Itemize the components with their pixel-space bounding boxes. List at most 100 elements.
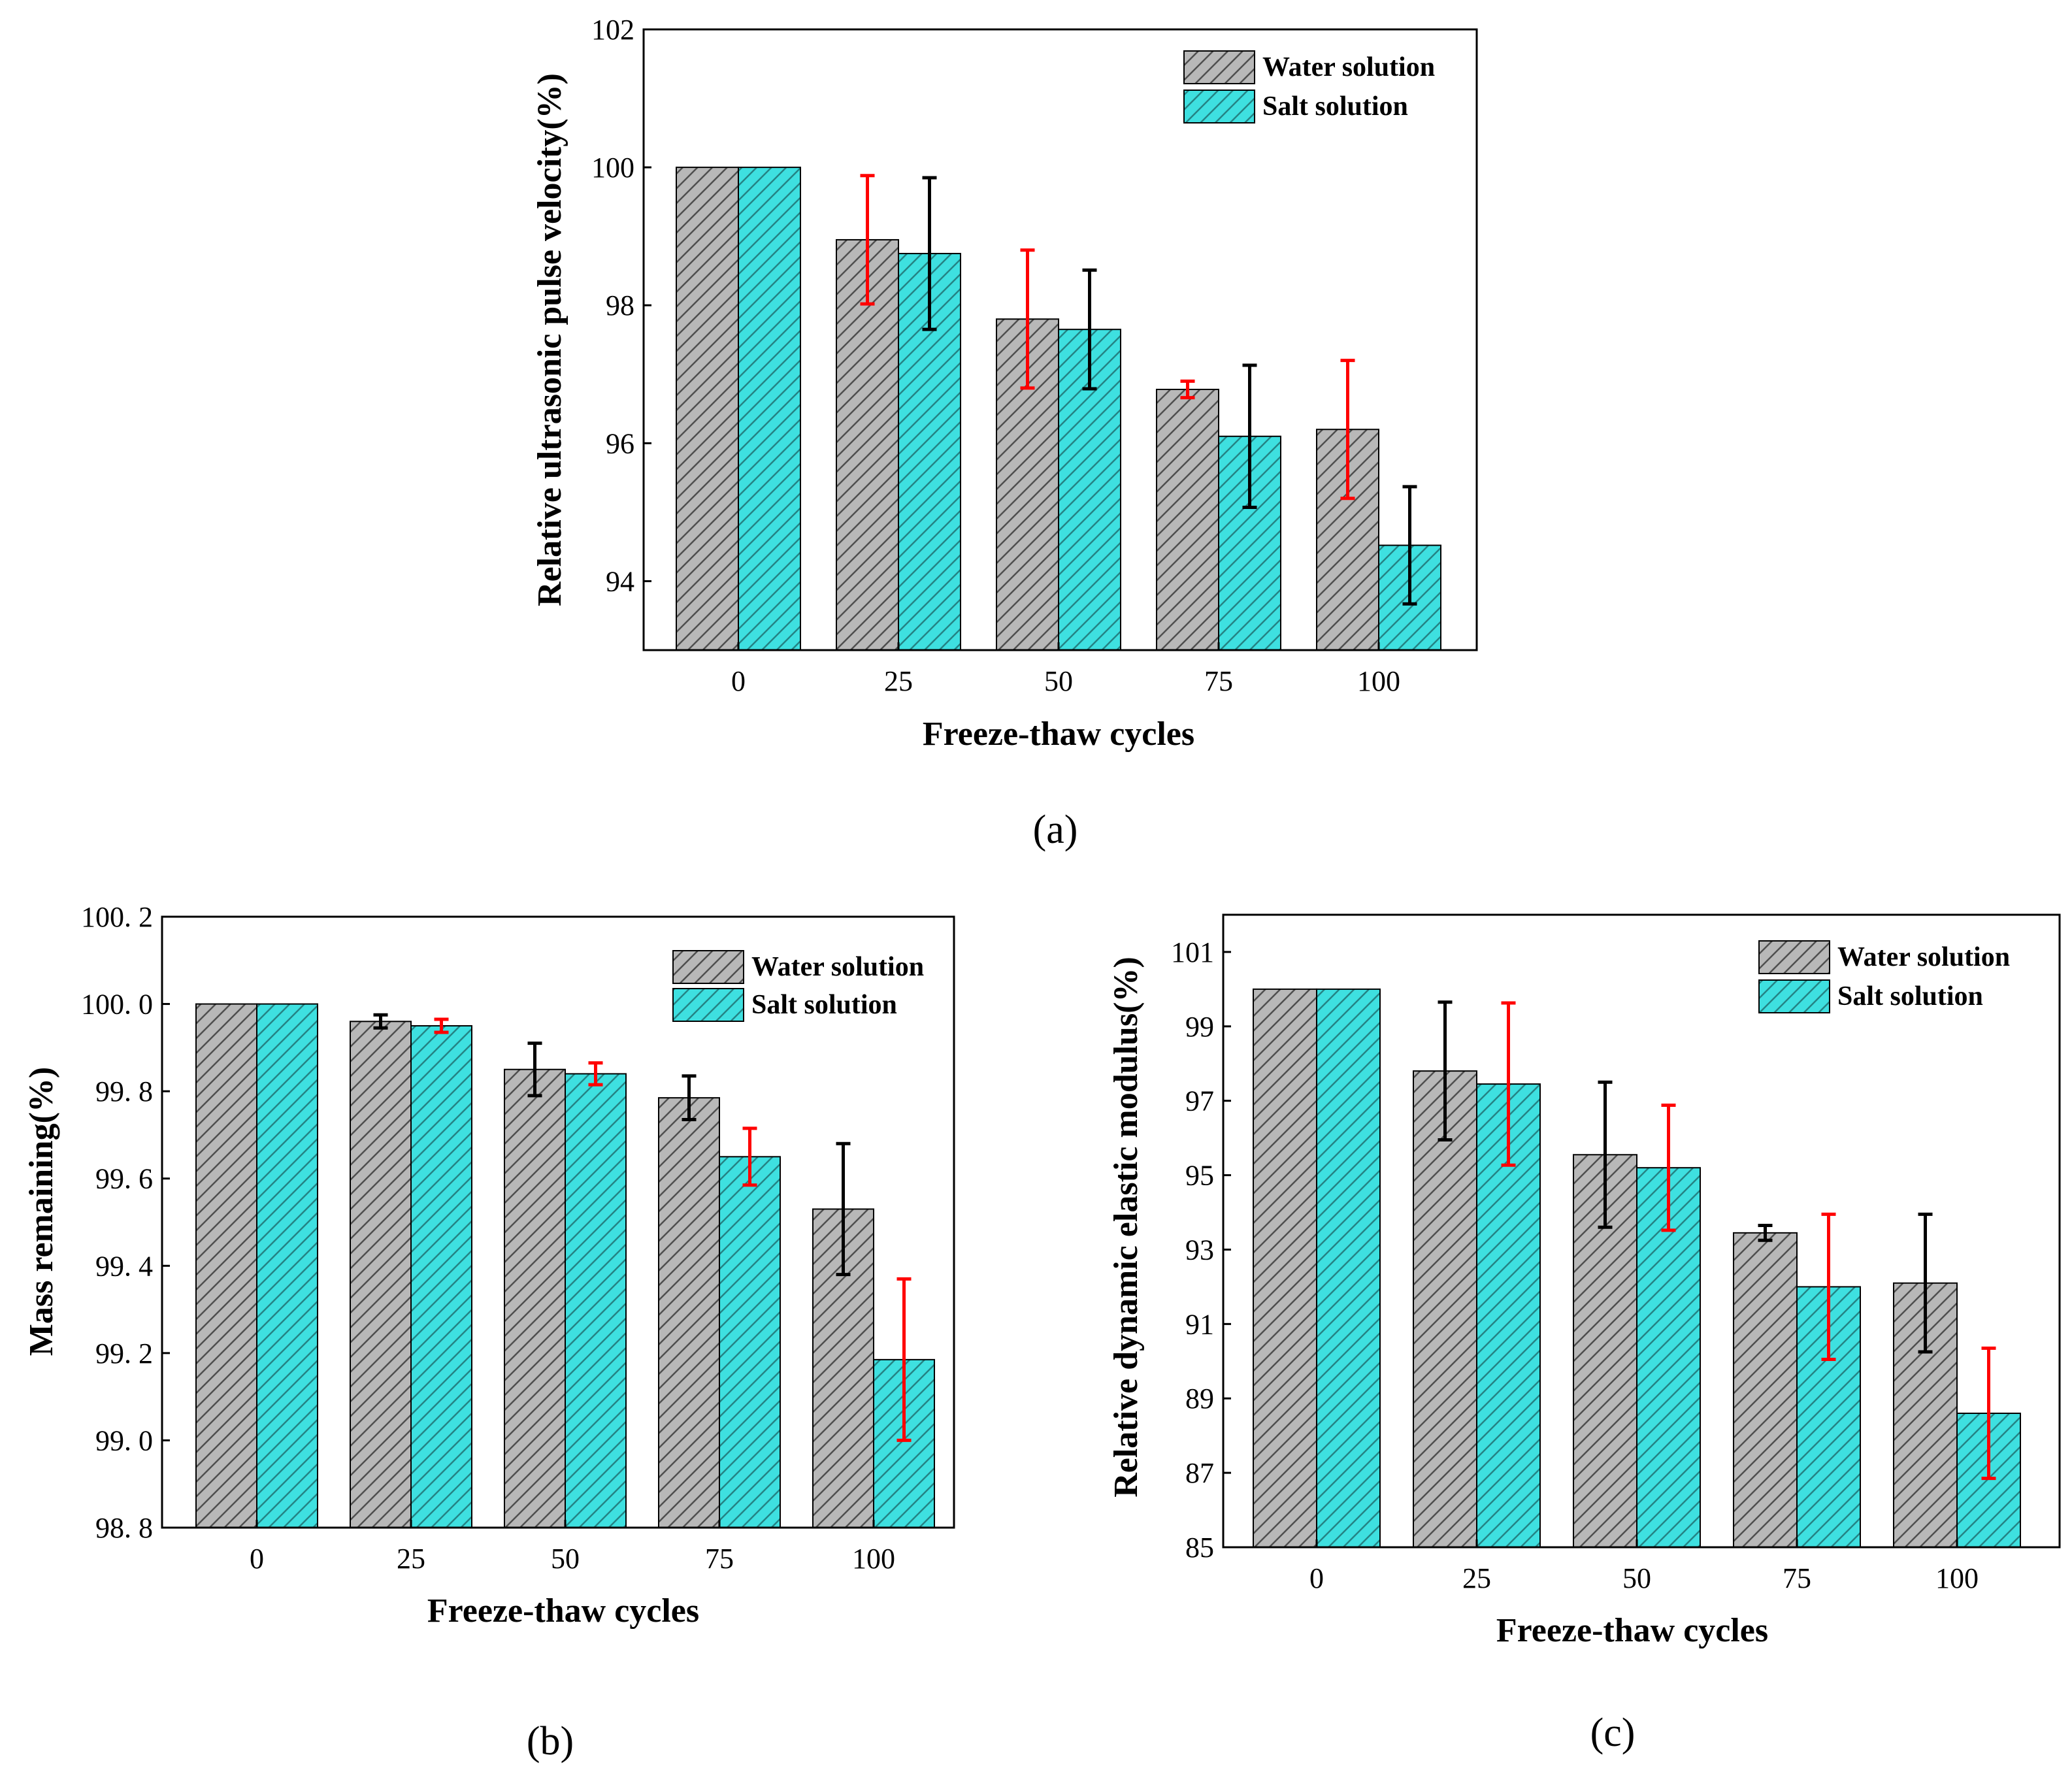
x-axis-title-a: Freeze-thaw cycles bbox=[923, 715, 1194, 753]
axes-frame-a bbox=[642, 28, 1478, 651]
x-tick-label-b-100: 100 bbox=[852, 1543, 895, 1575]
legend-swatch-salt bbox=[1183, 90, 1255, 123]
bar-b-salt-0 bbox=[256, 1003, 318, 1528]
legend-label-salt: Salt solution bbox=[1262, 91, 1408, 122]
y-tick-label-b: 99. 0 bbox=[95, 1424, 153, 1456]
legend-c: Water solution Salt solution bbox=[1758, 940, 2010, 1013]
legend-label-water: Water solution bbox=[751, 952, 924, 982]
bar-b-water-0 bbox=[195, 1003, 257, 1528]
error-bar-a-salt-50 bbox=[1082, 268, 1097, 391]
chart-panel-a: 94 96 98 100 102 0 25 50 75 100 Water solution Salt… bbox=[531, 14, 1478, 852]
axes-frame-b bbox=[161, 915, 955, 1529]
error-bar-b-water-25 bbox=[373, 1013, 388, 1030]
x-tick-label-c-75: 75 bbox=[1783, 1562, 1811, 1594]
y-axis-title-b: Mass remaining(%) bbox=[23, 1067, 60, 1356]
bar-c-water-75 bbox=[1733, 1232, 1798, 1548]
bar-a-salt-0 bbox=[738, 167, 801, 651]
error-bar-a-water-25 bbox=[860, 174, 875, 306]
x-tick-label-b-0: 0 bbox=[250, 1543, 264, 1575]
x-tick-label-b-25: 25 bbox=[397, 1543, 425, 1575]
y-tick-label-c: 93 bbox=[1185, 1234, 1214, 1266]
y-tick-label-b: 99. 6 bbox=[95, 1163, 153, 1195]
y-tick-label-a: 98 bbox=[606, 289, 634, 321]
plot-area-b: 98. 8 99. 0 99. 2 99. 4 99. 6 99. 8 100. 0 100.… bbox=[81, 901, 955, 1575]
error-bar-b-salt-75 bbox=[742, 1126, 757, 1187]
y-tick-label-b: 99. 8 bbox=[95, 1075, 153, 1108]
bar-a-water-0 bbox=[676, 167, 739, 651]
y-axis-title-c: Relative dynamic elastic modulus(%) bbox=[1108, 957, 1145, 1498]
y-tick-label-a: 96 bbox=[606, 427, 634, 459]
error-bar-a-salt-100 bbox=[1402, 485, 1417, 606]
error-bar-b-salt-100 bbox=[896, 1277, 912, 1442]
error-bar-c-salt-50 bbox=[1661, 1104, 1676, 1232]
panel-label-a: (a) bbox=[1033, 808, 1078, 852]
x-tick-label-c-100: 100 bbox=[1935, 1562, 1979, 1594]
y-tick-label-c: 89 bbox=[1185, 1383, 1214, 1415]
legend-swatch-salt bbox=[1758, 979, 1830, 1013]
legend-label-salt: Salt solution bbox=[1837, 981, 1983, 1011]
y-tick-label-c: 87 bbox=[1185, 1457, 1214, 1489]
axes-frame-c bbox=[1222, 913, 2061, 1549]
bar-b-salt-25 bbox=[410, 1025, 472, 1528]
legend-swatch-salt bbox=[672, 988, 744, 1022]
y-tick-label-a: 100 bbox=[591, 152, 634, 184]
bar-c-water-25 bbox=[1413, 1070, 1477, 1548]
legend-label-salt: Salt solution bbox=[751, 990, 897, 1020]
y-tick-label-c: 97 bbox=[1185, 1085, 1214, 1117]
legend-swatch-water bbox=[672, 950, 744, 984]
error-bar-a-water-100 bbox=[1340, 359, 1355, 500]
x-tick-label-c-25: 25 bbox=[1462, 1562, 1491, 1594]
y-tick-label-c: 85 bbox=[1185, 1532, 1214, 1564]
bar-c-salt-0 bbox=[1316, 988, 1381, 1548]
error-bar-b-water-50 bbox=[527, 1042, 542, 1098]
x-tick-label-a-25: 25 bbox=[884, 665, 913, 697]
error-bar-a-salt-25 bbox=[922, 176, 937, 331]
x-axis-title-b: Freeze-thaw cycles bbox=[427, 1592, 699, 1630]
legend-a: Water solution Salt solution bbox=[1183, 50, 1435, 123]
bar-a-water-75 bbox=[1156, 389, 1219, 651]
panel-label-b: (b) bbox=[527, 1719, 574, 1764]
x-tick-label-a-50: 50 bbox=[1044, 665, 1073, 697]
y-tick-label-b: 100. 0 bbox=[81, 989, 153, 1021]
x-tick-label-c-0: 0 bbox=[1309, 1562, 1324, 1594]
chart-panel-b: 98. 8 99. 0 99. 2 99. 4 99. 6 99. 8 100. 0 100.… bbox=[23, 901, 955, 1764]
legend-swatch-water bbox=[1758, 940, 1830, 974]
bar-b-water-25 bbox=[350, 1021, 412, 1529]
legend-label-water: Water solution bbox=[1837, 942, 2010, 972]
legend-label-water: Water solution bbox=[1262, 52, 1435, 82]
y-tick-label-c: 101 bbox=[1171, 936, 1214, 968]
panel-label-c: (c) bbox=[1590, 1711, 1636, 1755]
x-tick-label-b-75: 75 bbox=[705, 1543, 734, 1575]
error-bar-c-salt-75 bbox=[1821, 1212, 1836, 1361]
plot-area-c: 85 87 89 91 93 95 97 99 101 0 25 50 75 100 Water solut… bbox=[1171, 913, 2061, 1594]
y-tick-label-a: 102 bbox=[591, 14, 634, 46]
bar-b-salt-50 bbox=[565, 1073, 627, 1528]
error-bar-a-water-50 bbox=[1020, 248, 1035, 390]
x-tick-label-a-0: 0 bbox=[731, 665, 746, 697]
y-tick-label-c: 99 bbox=[1185, 1011, 1214, 1043]
x-tick-label-a-100: 100 bbox=[1357, 665, 1400, 697]
error-bar-c-water-50 bbox=[1598, 1080, 1613, 1229]
error-bar-c-water-100 bbox=[1918, 1212, 1933, 1354]
bar-b-water-75 bbox=[658, 1097, 720, 1529]
y-tick-label-a: 94 bbox=[606, 565, 634, 597]
y-tick-label-c: 95 bbox=[1185, 1160, 1214, 1192]
y-tick-label-c: 91 bbox=[1185, 1308, 1214, 1340]
y-tick-label-b: 99. 4 bbox=[95, 1250, 153, 1282]
error-bar-c-water-25 bbox=[1438, 1000, 1453, 1141]
y-axis-title-a: Relative ultrasonic pulse velocity(%) bbox=[531, 73, 568, 606]
y-tick-label-b: 98. 8 bbox=[95, 1512, 153, 1544]
x-tick-label-a-75: 75 bbox=[1204, 665, 1233, 697]
y-tick-label-b: 99. 2 bbox=[95, 1337, 153, 1370]
error-bar-b-salt-50 bbox=[588, 1061, 603, 1087]
plot-area-a: 94 96 98 100 102 0 25 50 75 100 Water solution Salt… bbox=[591, 14, 1478, 697]
error-bar-c-salt-25 bbox=[1501, 1001, 1516, 1167]
error-bar-b-water-75 bbox=[682, 1074, 697, 1122]
legend-b: Water solution Salt solution bbox=[672, 950, 924, 1022]
error-bar-a-water-75 bbox=[1180, 379, 1195, 400]
x-axis-title-c: Freeze-thaw cycles bbox=[1496, 1612, 1768, 1649]
x-tick-label-b-50: 50 bbox=[551, 1543, 580, 1575]
bar-b-salt-75 bbox=[719, 1156, 781, 1528]
bar-c-water-0 bbox=[1253, 988, 1317, 1548]
